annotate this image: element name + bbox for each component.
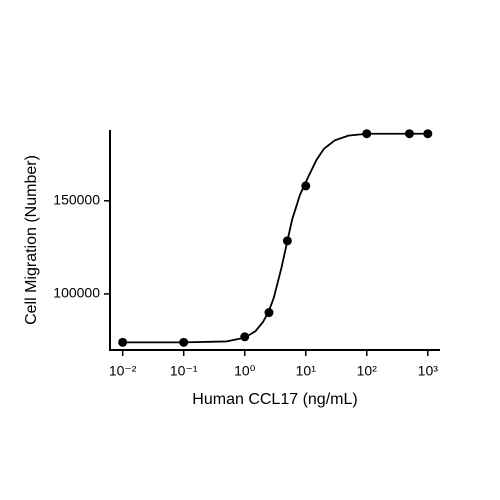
x-tick-label: 10³ — [418, 363, 439, 379]
data-point — [404, 129, 414, 139]
x-axis-label: Human CCL17 (ng/mL) — [192, 391, 357, 408]
fit-curve — [122, 132, 428, 344]
y-tick-label: 100000 — [53, 285, 100, 301]
x-tick-label: 10² — [357, 363, 378, 379]
data-point — [301, 181, 311, 191]
data-point — [362, 129, 372, 139]
data-point — [240, 332, 250, 342]
y-axis-label: Cell Migration (Number) — [23, 155, 40, 325]
x-tick-label: 10¹ — [296, 363, 317, 379]
data-point — [264, 308, 274, 318]
data-point — [423, 129, 433, 139]
data-point — [179, 337, 189, 347]
data-point — [282, 236, 292, 246]
x-tick-label: 10⁻¹ — [170, 363, 198, 379]
data-point — [118, 337, 128, 347]
x-tick-label: 10⁰ — [234, 363, 256, 379]
x-tick-label: 10⁻² — [109, 363, 137, 379]
y-tick-label: 150000 — [53, 191, 100, 207]
